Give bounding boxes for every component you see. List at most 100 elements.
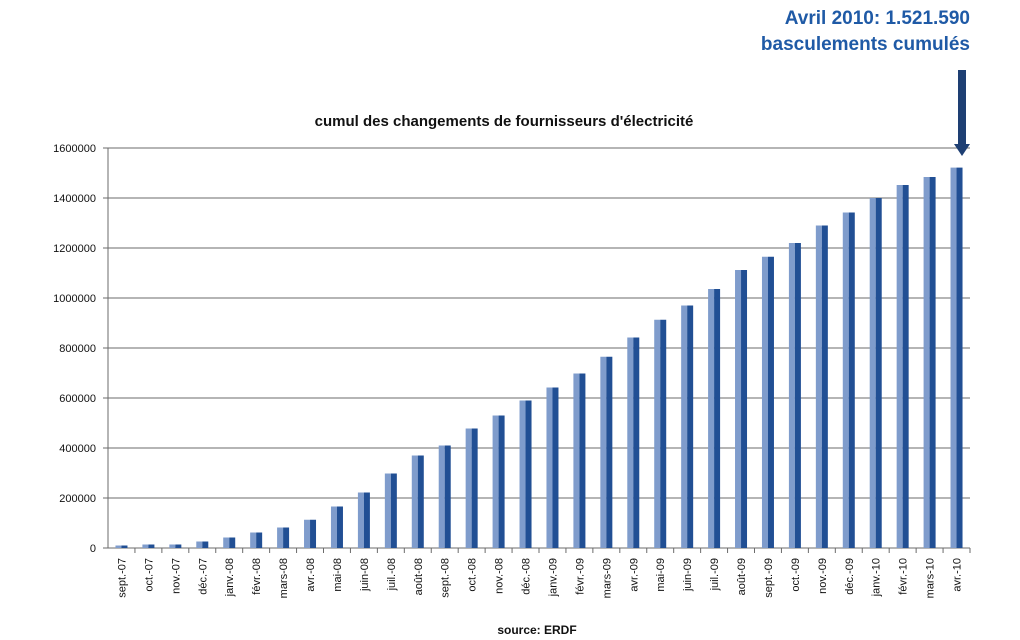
x-axis-ticks: sept.-07 oct.-07 nov.-07 déc.-07 janv.-08 fév… xyxy=(116,548,971,598)
bar-oct.-08 xyxy=(471,428,478,548)
y-axis-ticks: 0 200000 400000 600000 800000 1000000 1200000 1… xyxy=(53,143,96,555)
bar-août-09 xyxy=(741,270,748,548)
bar-janv.-09-light xyxy=(546,387,553,548)
x-tick-label: mars-10 xyxy=(925,558,937,598)
bar-juin-09-light xyxy=(681,305,688,548)
y-tick-label: 1000000 xyxy=(53,293,96,305)
x-tick-label: déc.-07 xyxy=(197,558,209,595)
bar-oct.-09 xyxy=(794,243,801,548)
bar-juil.-09 xyxy=(714,289,721,548)
bar-sept.-07-light xyxy=(115,545,122,548)
x-tick-label: févr.-09 xyxy=(574,558,586,595)
x-tick-label: déc.-09 xyxy=(844,558,856,595)
bar-févr.-08-light xyxy=(250,532,257,548)
bar-avr.-10-light xyxy=(950,167,957,549)
bar-nov.-07-light xyxy=(169,544,176,548)
bar-oct.-07-light xyxy=(142,544,149,548)
arrow-head xyxy=(954,144,970,156)
x-tick-label: nov.-07 xyxy=(170,558,182,594)
bar-janv.-10 xyxy=(875,198,882,548)
bar-oct.-07 xyxy=(148,544,155,548)
bar-juin-08-light xyxy=(357,492,364,548)
bar-mars-09-light xyxy=(600,356,607,548)
bar-mai-08 xyxy=(336,506,343,548)
bar-avr.-10 xyxy=(956,167,963,549)
x-tick-label: mai-08 xyxy=(332,558,344,592)
x-tick-label: mars-08 xyxy=(278,558,290,598)
bar-août-08-light xyxy=(411,455,418,548)
x-tick-label: sept.-09 xyxy=(763,558,775,598)
x-tick-label: févr.-10 xyxy=(898,558,910,595)
bar-janv.-10-light xyxy=(869,198,876,548)
bar-déc.-07-light xyxy=(196,541,203,548)
bar-avr.-09 xyxy=(633,337,640,548)
source-label: source: ERDF xyxy=(497,623,576,637)
annotation: Avril 2010: 1.521.590 basculements cumul… xyxy=(761,6,970,58)
bar-févr.-09-light xyxy=(573,373,580,548)
bar-sept.-07 xyxy=(121,545,128,548)
y-tick-label: 1600000 xyxy=(53,143,96,155)
x-tick-label: oct.-07 xyxy=(143,558,155,592)
bar-juil.-08-light xyxy=(384,473,391,548)
bar-août-09-light xyxy=(735,270,742,548)
bar-nov.-07 xyxy=(175,544,182,548)
x-tick-label: avr.-08 xyxy=(305,558,317,592)
x-tick-label: juil.-09 xyxy=(709,558,721,591)
y-tick-label: 200000 xyxy=(59,493,96,505)
bar-mai-08-light xyxy=(330,506,337,548)
x-tick-label: févr.-08 xyxy=(251,558,263,595)
bar-mars-08-light xyxy=(277,527,284,548)
x-tick-label: juin-08 xyxy=(359,558,371,592)
bar-oct.-09-light xyxy=(788,243,795,548)
bar-févr.-10 xyxy=(902,185,909,548)
bar-mars-10 xyxy=(929,177,936,548)
bar-nov.-09 xyxy=(821,225,828,548)
bar-sept.-09-light xyxy=(761,256,768,548)
bar-janv.-09 xyxy=(552,387,559,548)
y-tick-label: 1400000 xyxy=(53,193,96,205)
bar-sept.-09 xyxy=(767,256,774,548)
bar-févr.-10-light xyxy=(896,185,903,548)
bar-janv.-08 xyxy=(229,537,236,548)
bar-févr.-09 xyxy=(579,373,586,548)
bar-avr.-08 xyxy=(310,519,317,548)
bar-déc.-08-light xyxy=(519,400,526,548)
x-tick-label: déc.-08 xyxy=(521,558,533,595)
bar-janv.-08-light xyxy=(223,537,230,548)
arrow-icon xyxy=(954,70,970,156)
x-tick-label: mai-09 xyxy=(655,558,667,592)
x-tick-label: nov.-09 xyxy=(817,558,829,594)
x-tick-label: janv.-09 xyxy=(547,558,559,597)
x-tick-label: juin-09 xyxy=(682,558,694,592)
gridlines xyxy=(103,147,970,549)
chart-title: cumul des changements de fournisseurs d'… xyxy=(315,113,694,130)
bar-févr.-08 xyxy=(256,532,263,548)
x-tick-label: oct.-09 xyxy=(790,558,802,592)
bar-déc.-09-light xyxy=(842,212,849,548)
x-tick-label: avr.-10 xyxy=(952,558,964,592)
y-tick-label: 800000 xyxy=(59,343,96,355)
x-tick-label: avr.-09 xyxy=(628,558,640,592)
bar-déc.-08 xyxy=(525,400,532,548)
bar-juin-09 xyxy=(687,305,694,548)
annotation-line-1: Avril 2010: 1.521.590 xyxy=(784,8,970,29)
bars xyxy=(115,167,963,549)
bar-juil.-09-light xyxy=(708,289,715,548)
x-tick-label: août-09 xyxy=(736,558,748,595)
y-tick-label: 0 xyxy=(90,543,96,555)
arrow-shaft xyxy=(958,70,966,146)
x-tick-label: juil.-08 xyxy=(386,558,398,591)
bar-oct.-08-light xyxy=(465,428,472,548)
bar-nov.-09-light xyxy=(815,225,822,548)
y-tick-label: 600000 xyxy=(59,393,96,405)
bar-août-08 xyxy=(417,455,424,548)
bar-juil.-08 xyxy=(390,473,397,548)
y-tick-label: 1200000 xyxy=(53,243,96,255)
x-tick-label: sept.-07 xyxy=(116,558,128,598)
x-tick-label: oct.-08 xyxy=(467,558,479,592)
bar-sept.-08-light xyxy=(438,445,445,548)
x-tick-label: août-08 xyxy=(413,558,425,595)
bar-mai-09-light xyxy=(654,319,661,548)
y-tick-label: 400000 xyxy=(59,443,96,455)
